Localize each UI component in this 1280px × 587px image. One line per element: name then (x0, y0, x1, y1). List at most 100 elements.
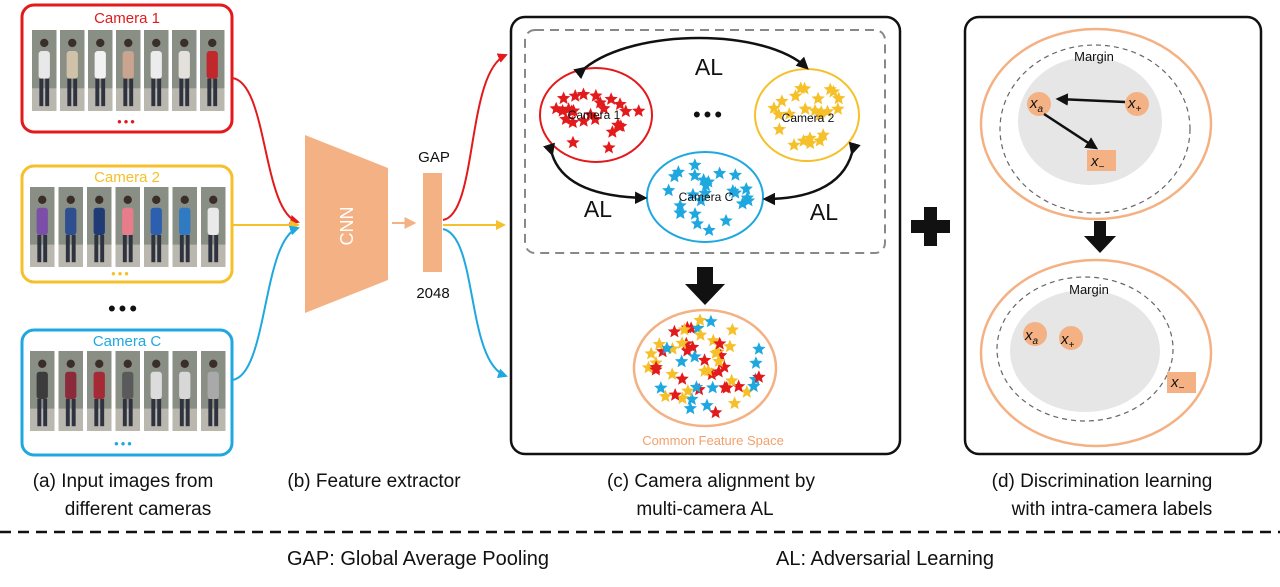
more-dots: ••• (117, 114, 137, 129)
feature-star (717, 360, 731, 373)
feature-star (782, 107, 796, 120)
feature-star (832, 91, 846, 105)
feature-star (680, 343, 694, 357)
feature-star (728, 168, 742, 181)
feature-star (723, 339, 737, 353)
feature-star (735, 196, 750, 210)
feature-star (566, 115, 580, 129)
feature-star (706, 380, 720, 394)
feature-star (583, 107, 598, 121)
feature-star (641, 360, 656, 374)
more-dots: ••• (114, 436, 134, 451)
person-image (144, 30, 169, 111)
down-arrow-icon (685, 267, 725, 305)
anchor-sample (1023, 322, 1047, 346)
negative-sample (1167, 372, 1196, 393)
person-image (60, 30, 85, 111)
feature-star (675, 372, 689, 385)
feature-star (718, 380, 732, 394)
feature-star (814, 105, 828, 118)
person-image (172, 30, 197, 111)
feature-star (749, 356, 763, 369)
person-image (87, 351, 112, 431)
footer-al-definition: AL: Adversarial Learning (776, 548, 994, 570)
caption-c-line-2: multi-camera AL (636, 499, 773, 520)
feature-star (697, 364, 712, 377)
person-image (115, 187, 140, 267)
feature-star (675, 336, 689, 349)
feature-star (658, 389, 673, 403)
feature-star (823, 82, 837, 96)
camera-c-flow-arrow (231, 225, 300, 381)
panel-title: Camera 1 (94, 10, 160, 27)
svg-text:x+: x+ (1127, 95, 1142, 115)
person-image (32, 30, 57, 111)
gap-to-alignment-blue-arrow (442, 228, 508, 379)
person-image (201, 187, 226, 267)
svg-text:xa: xa (1029, 95, 1044, 115)
cluster-label-camera-1: Camera 1 (568, 108, 621, 122)
feature-star (811, 91, 825, 105)
feature-star (565, 104, 579, 118)
feature-star (549, 101, 563, 115)
plus-icon (911, 207, 950, 246)
person-image (144, 351, 169, 431)
feature-star (748, 372, 763, 386)
feature-star (681, 384, 695, 397)
svg-text:x−: x− (1090, 153, 1105, 173)
feature-star (725, 322, 739, 336)
feature-star (725, 373, 739, 387)
feature-star (775, 94, 789, 107)
positive-sample (1125, 92, 1149, 116)
svg-text:xa: xa (1024, 327, 1039, 347)
feature-star (713, 336, 727, 350)
feature-star (740, 191, 754, 204)
feature-star (700, 398, 714, 412)
feature-star (706, 333, 720, 347)
feature-star (649, 360, 663, 374)
mixed-features (641, 313, 766, 419)
caption-a-line-1: (a) Input images from (33, 471, 214, 492)
feature-star (656, 344, 670, 358)
caption-a-line-2: different cameras (65, 499, 211, 520)
common-feature-space-label: Common Feature Space (642, 433, 784, 448)
input-panel-camera-1: Camera 1 ••• (20, 3, 234, 134)
feature-star (660, 341, 674, 354)
feature-star (693, 313, 707, 326)
caption-d-line-1: (d) Discrimination learning (992, 471, 1213, 492)
feature-star (675, 354, 689, 368)
caption-c-line-1: (c) Camera alignment by (607, 471, 816, 492)
cluster-label-camera-c: Camera C (679, 190, 734, 204)
feature-star (644, 346, 658, 360)
feature-star (588, 112, 602, 125)
feature-star (816, 128, 830, 141)
feature-star (732, 379, 746, 393)
feature-star (671, 165, 685, 178)
feature-star (686, 340, 700, 353)
svg-text:x−: x− (1170, 374, 1185, 394)
more-cameras-dots: ••• (108, 296, 140, 321)
feature-star (619, 104, 633, 118)
input-panel-camera-c: Camera C ••• (20, 328, 234, 457)
al-label-top: AL (695, 54, 723, 80)
down-arrow-icon-2 (1084, 221, 1116, 253)
person-image-strip (30, 351, 226, 431)
feature-star (752, 370, 766, 383)
adversarial-arrow-right (762, 141, 861, 206)
feature-star (683, 401, 697, 415)
feature-star (772, 107, 786, 121)
feature-star (593, 95, 607, 109)
feature-star (704, 314, 718, 328)
feature-star (632, 104, 646, 117)
negative-sample (1087, 150, 1116, 171)
panel-title: Camera C (93, 333, 162, 350)
adversarial-learning-box (524, 29, 886, 254)
camera-c-features (662, 158, 756, 236)
feature-star (727, 396, 742, 410)
feature-star (654, 381, 668, 394)
feature-star (713, 166, 727, 180)
camera-1-flow-arrow (231, 77, 300, 225)
caption-b: (b) Feature extractor (287, 471, 461, 492)
feature-star (665, 367, 679, 380)
person-image (58, 187, 83, 267)
